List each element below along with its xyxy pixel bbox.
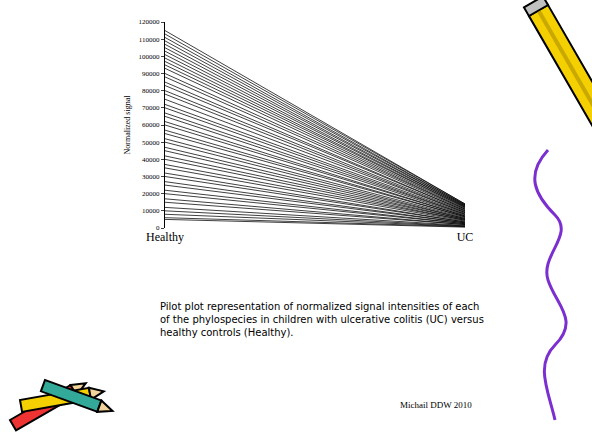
svg-text:20000: 20000 [142,190,160,198]
svg-text:Healthy: Healthy [146,230,184,244]
svg-text:120000: 120000 [139,18,161,26]
svg-text:30000: 30000 [142,173,160,181]
svg-text:110000: 110000 [139,36,160,44]
svg-text:40000: 40000 [142,156,160,164]
svg-text:10000: 10000 [142,207,160,215]
svg-text:100000: 100000 [139,53,161,61]
svg-text:0: 0 [156,224,160,232]
svg-text:Normalized signal: Normalized signal [123,95,132,155]
svg-text:UC: UC [457,230,474,244]
svg-text:50000: 50000 [142,139,160,147]
svg-text:60000: 60000 [142,121,160,129]
svg-text:80000: 80000 [142,87,160,95]
svg-text:70000: 70000 [142,104,160,112]
html-text:Pilot plot representation of n: Pilot plot representation of normalized … [160,301,484,338]
svg-text:90000: 90000 [142,70,160,78]
html-text:Michail DDW 2010: Michail DDW 2010 [400,400,472,410]
